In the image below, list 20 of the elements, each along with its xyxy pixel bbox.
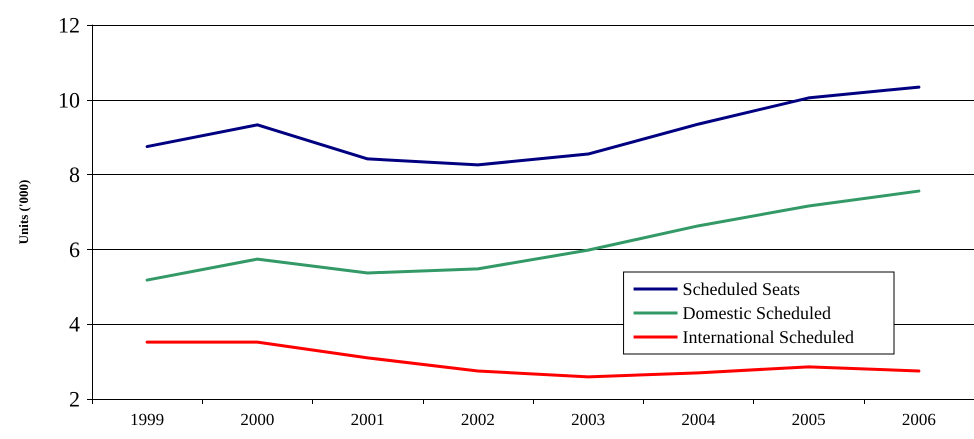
line-series <box>146 86 920 166</box>
y-axis-title: Units ('000) <box>16 180 31 244</box>
x-tick-label: 2002 <box>460 410 495 429</box>
x-tick-label: 2001 <box>350 410 385 429</box>
x-tick-label: 1999 <box>130 410 164 429</box>
y-tick-label: 4 <box>69 312 80 337</box>
legend-label: International Scheduled <box>682 327 854 347</box>
x-tick-label: 2004 <box>681 410 716 429</box>
legend-label: Scheduled Seats <box>682 279 800 299</box>
y-tick-label: 10 <box>58 87 80 112</box>
y-tick-label: 12 <box>58 12 80 38</box>
x-tick-label: 2005 <box>792 410 826 429</box>
y-tick-label: 8 <box>69 162 80 188</box>
line-series <box>146 190 920 282</box>
x-tick-label: 2003 <box>571 410 606 429</box>
y-tick-label: 2 <box>69 386 80 412</box>
y-tick-label: 6 <box>69 236 80 262</box>
legend-label: Domestic Scheduled <box>682 303 832 323</box>
x-tick-label: 2006 <box>902 410 936 429</box>
x-tick-label: 2000 <box>240 410 274 429</box>
